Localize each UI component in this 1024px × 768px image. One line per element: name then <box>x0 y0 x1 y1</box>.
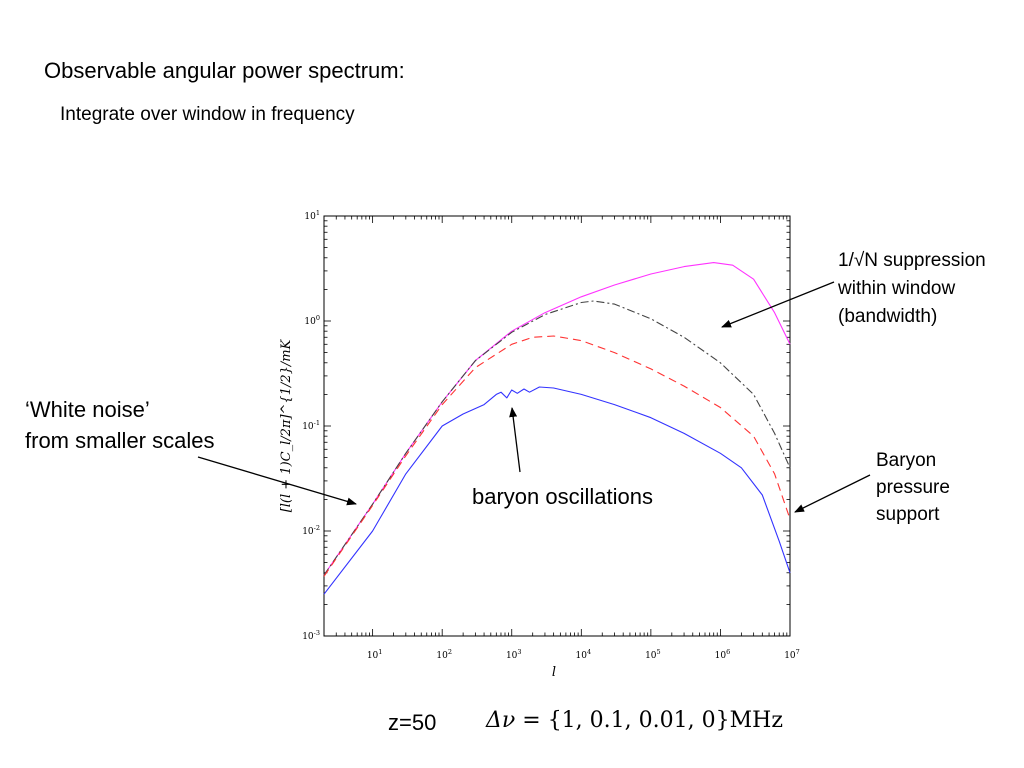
y-tick-label: 10-3 <box>302 629 320 642</box>
series-line-2 <box>323 300 791 576</box>
data-series <box>323 262 791 595</box>
series-line-4 <box>323 386 791 595</box>
annotation-white-noise: ‘White noise’ from smaller scales <box>25 394 214 456</box>
bandwidth-equals: = <box>515 708 548 733</box>
bandwidth-values: {1, 0.1, 0.01, 0}MHz <box>547 708 783 733</box>
x-tick-label: 101 <box>367 648 383 661</box>
y-tick-label: 100 <box>304 314 320 327</box>
x-tick-label: 107 <box>784 648 800 661</box>
bandwidth-equation: Δν = {1, 0.1, 0.01, 0}MHz <box>486 708 783 733</box>
x-tick-label: 105 <box>645 648 661 661</box>
x-tick-label: 106 <box>715 648 731 661</box>
annotation-pressure-line2: pressure <box>876 477 950 498</box>
arrow-white-noise <box>197 456 357 506</box>
y-tick-label: 10-2 <box>302 524 320 537</box>
annotation-baryon-pressure: Baryon pressure support <box>876 447 950 528</box>
annotation-suppression-line2: within window <box>838 278 956 299</box>
x-tick-label: 102 <box>436 648 452 661</box>
arrow-suppression <box>721 281 835 328</box>
x-tick-label: 103 <box>506 648 522 661</box>
annotation-white-noise-line2: from smaller scales <box>25 428 215 453</box>
series-line-3 <box>323 335 791 577</box>
y-tick-label: 10-1 <box>302 419 320 432</box>
arrow-pressure <box>794 474 871 513</box>
redshift-label: z=50 <box>388 710 437 735</box>
plot-area-frame <box>323 215 791 637</box>
x-axis-label: l <box>552 665 556 680</box>
annotation-pressure-line3: support <box>876 504 940 525</box>
annotation-pressure-line1: Baryon <box>876 450 937 471</box>
y-axis-label: [l(l + 1)C_l/2π]^{1/2}/mK <box>279 338 294 512</box>
annotation-suppression: 1/√N suppression within window (bandwidt… <box>838 247 986 331</box>
annotation-suppression-line3: (bandwidth) <box>838 306 938 327</box>
series-line-1 <box>323 262 791 576</box>
x-tick-label: 104 <box>576 648 592 661</box>
bandwidth-symbol: Δν <box>486 708 516 733</box>
slide-subtitle: Integrate over window in frequency <box>60 104 355 125</box>
annotation-baryon-oscillations: baryon oscillations <box>472 484 653 509</box>
axis-ticks <box>323 215 791 637</box>
annotation-suppression-line1: 1/√N suppression <box>838 250 986 271</box>
y-tick-label: 101 <box>304 209 320 222</box>
arrow-baryon-oscillations <box>509 407 521 473</box>
annotation-white-noise-line1: ‘White noise’ <box>25 397 150 422</box>
axis-tick-labels: 101 102 103 104 105 106 107 10-3 10-2 10-1 100 101 <box>302 209 800 661</box>
slide-title: Observable angular power spectrum: <box>44 58 405 83</box>
